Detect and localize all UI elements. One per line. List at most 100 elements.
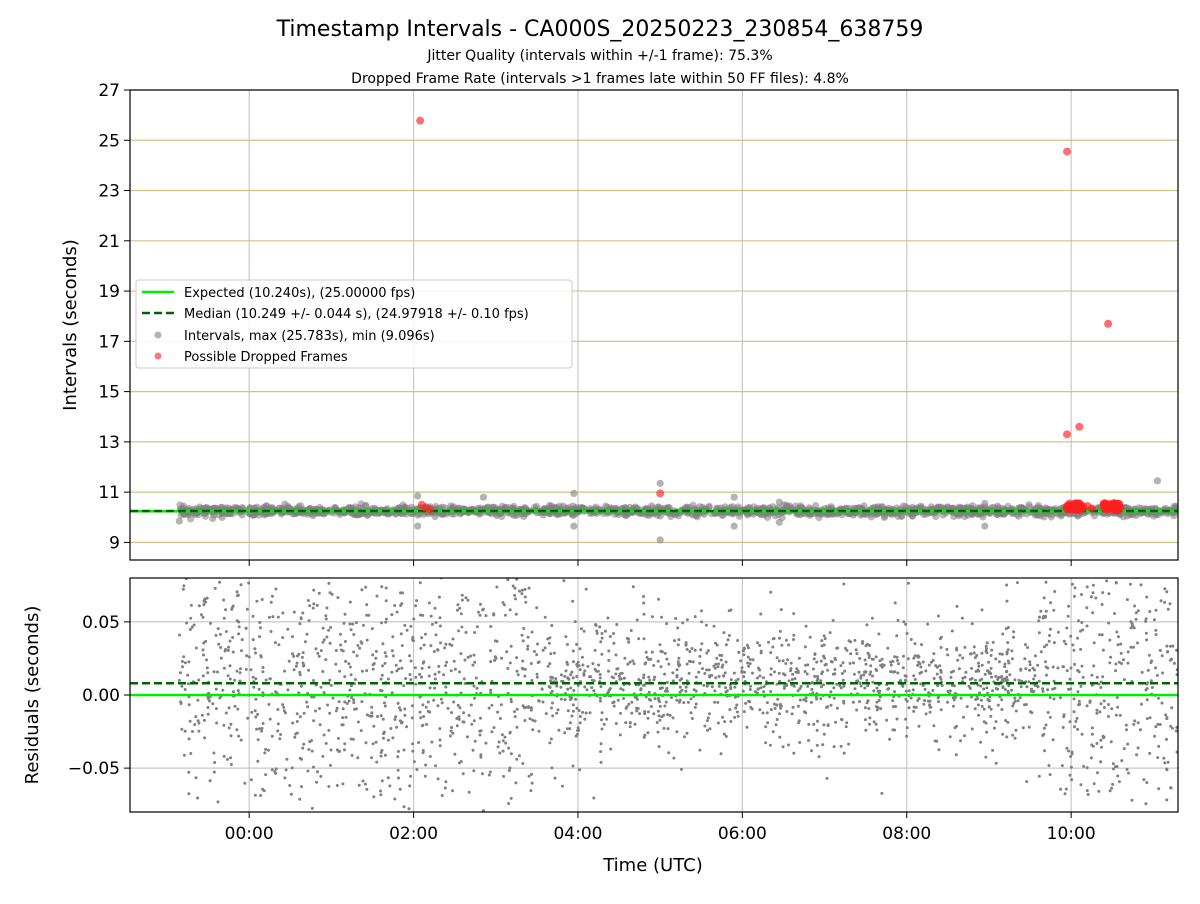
residual-point: [1011, 733, 1015, 737]
residual-point: [955, 724, 958, 728]
residual-point: [298, 797, 302, 801]
residual-point: [1070, 752, 1074, 756]
residual-point: [808, 635, 812, 639]
residual-point: [1097, 682, 1101, 686]
residual-point: [976, 703, 980, 707]
residual-point: [384, 620, 388, 624]
residual-point: [624, 706, 628, 710]
residual-point: [536, 642, 539, 646]
residual-point: [1033, 683, 1037, 687]
residual-point: [1144, 631, 1148, 635]
residual-point: [779, 702, 782, 706]
residual-point: [389, 727, 393, 730]
residual-point: [1170, 706, 1174, 710]
residual-point: [421, 723, 425, 727]
residual-point: [1107, 592, 1111, 596]
residual-point: [438, 738, 442, 742]
residual-point: [939, 668, 943, 672]
residual-point: [270, 594, 274, 598]
residual-point: [1157, 787, 1161, 791]
residual-point: [513, 593, 517, 597]
residual-point: [357, 783, 361, 787]
residual-point: [343, 700, 347, 704]
residual-point: [1094, 596, 1098, 600]
residual-point: [950, 629, 954, 633]
residual-point: [819, 685, 823, 689]
residual-point: [227, 706, 231, 710]
residual-point: [473, 660, 477, 664]
residual-point: [822, 643, 826, 647]
residual-point: [330, 592, 334, 596]
residual-point: [347, 662, 351, 666]
residual-point: [238, 671, 242, 675]
residual-point: [996, 677, 1000, 681]
residual-point: [359, 847, 362, 850]
residual-point: [324, 617, 328, 621]
residual-point: [1069, 765, 1073, 769]
residual-point: [1148, 716, 1152, 720]
top-axes-frame: [129, 89, 1179, 561]
residual-point: [270, 734, 274, 738]
residual-point: [328, 591, 332, 595]
residual-point: [421, 613, 425, 617]
residual-point: [923, 699, 927, 702]
residual-point: [451, 789, 454, 793]
residual-point: [322, 733, 326, 737]
residual-point: [1037, 615, 1041, 619]
residual-point: [350, 753, 354, 757]
residual-point: [544, 712, 548, 716]
residual-point: [501, 601, 505, 605]
residual-point: [1046, 711, 1050, 714]
residual-point: [541, 648, 545, 652]
residual-point: [889, 663, 893, 667]
residual-point: [974, 678, 977, 682]
residual-point: [408, 784, 412, 788]
residual-point: [813, 674, 817, 678]
residual-point: [316, 550, 319, 553]
residual-point: [1080, 664, 1084, 668]
residual-point: [701, 667, 704, 671]
residual-point: [189, 616, 193, 620]
chart-subtitle-jitter: Jitter Quality (intervals within +/-1 fr…: [426, 48, 772, 64]
residual-point: [869, 664, 873, 668]
residual-point: [340, 816, 343, 819]
residual-point: [1099, 760, 1103, 764]
residual-point: [573, 620, 577, 624]
residual-point: [741, 689, 745, 693]
residual-point: [453, 667, 457, 671]
residual-point: [1033, 668, 1036, 672]
residual-point: [310, 749, 314, 753]
residual-point: [437, 670, 441, 674]
residual-point: [456, 703, 460, 707]
residual-point: [863, 686, 867, 690]
residual-point: [380, 779, 384, 783]
residual-point: [989, 666, 993, 670]
residual-point: [1136, 609, 1140, 613]
residual-point: [936, 614, 940, 618]
residual-point: [924, 712, 928, 716]
residual-point: [396, 701, 400, 705]
residual-point: [227, 726, 231, 730]
residual-point: [244, 667, 248, 671]
residual-point: [349, 684, 353, 688]
interval-point: [648, 502, 656, 510]
residual-point: [1086, 793, 1090, 796]
residual-point: [736, 677, 740, 681]
residual-point: [281, 611, 285, 615]
residual-point: [677, 656, 681, 660]
residual-point: [549, 652, 553, 656]
residual-point: [495, 585, 499, 589]
residual-point: [685, 618, 689, 622]
residual-point: [1048, 773, 1052, 777]
residual-point: [438, 624, 442, 628]
residual-point: [1043, 749, 1046, 753]
residual-point: [729, 720, 733, 723]
residual-point: [500, 533, 503, 536]
residual-point: [370, 711, 374, 715]
residual-point: [723, 671, 727, 675]
residual-point: [1090, 743, 1094, 747]
residual-point: [442, 673, 446, 677]
residual-point: [1096, 771, 1099, 775]
residual-point: [790, 712, 794, 716]
residual-point: [1018, 696, 1022, 700]
